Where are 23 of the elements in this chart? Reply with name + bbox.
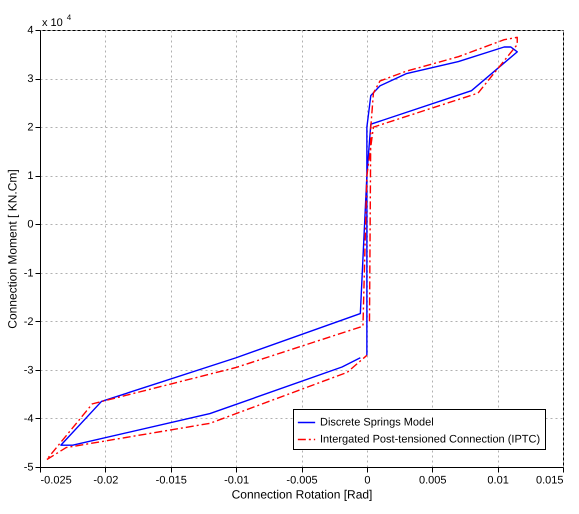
y-tick-label: -4 [24,412,34,425]
y-tick-label: -1 [24,267,34,280]
y-tick-label: 2 [27,122,34,134]
x-tick-label: 0.005 [418,474,447,486]
y-tick-label: 3 [27,73,34,86]
y-tick-label: 0 [27,218,34,231]
x-axis-title: Connection Rotation [Rad] [232,488,372,502]
x-tick-label: -0.025 [40,474,72,486]
legend-label: Discrete Springs Model [320,416,434,428]
x-tick-label: 0 [364,474,370,486]
y-tick-label: -5 [24,462,34,474]
x-tick-label: -0.005 [286,474,318,486]
x-tick-label: -0.015 [156,474,187,486]
y-tick-label: -2 [24,316,34,328]
y-axis-title: Connection Moment [ KN.Cm] [6,169,20,329]
legend-label: Intergated Post-tensioned Connection (IPTC) [320,434,540,446]
x-tick-label: 0.01 [487,474,509,486]
y-tick-label: -3 [24,364,34,376]
y-tick-label: 4 [27,24,34,36]
y-tick-label: 1 [27,170,34,182]
x-tick-label: 0.015 [536,474,564,486]
x-tick-label: -0.01 [224,474,250,486]
x-tick-label: -0.02 [93,474,118,486]
